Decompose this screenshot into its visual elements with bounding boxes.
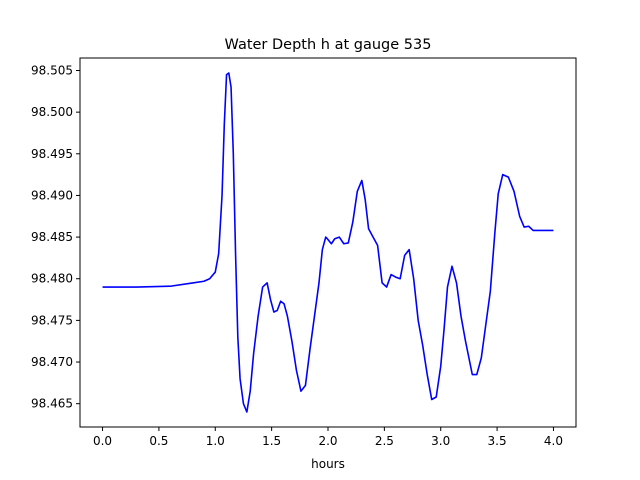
y-tick-label: 98.465 — [31, 397, 73, 411]
x-tick-label: 1.0 — [206, 434, 225, 448]
y-tick-label: 98.485 — [31, 230, 73, 244]
y-tick-label: 98.495 — [31, 147, 73, 161]
x-tick-label: 1.5 — [262, 434, 281, 448]
y-tick-label: 98.490 — [31, 188, 73, 202]
x-tick-label: 3.5 — [488, 434, 507, 448]
plot-area: 0.0 0.5 1.0 1.5 2.0 2.5 3.0 3.5 4.0 98.465 98.470 9… — [31, 57, 577, 448]
x-tick-label: 2.0 — [318, 434, 337, 448]
y-tick-label: 98.470 — [31, 355, 73, 369]
chart-title: Water Depth h at gauge 535 — [225, 37, 432, 53]
x-tick-label: 3.0 — [431, 434, 450, 448]
y-tick-label: 98.505 — [31, 63, 73, 77]
x-tick-label: 0.0 — [93, 434, 112, 448]
x-axis-label: hours — [311, 457, 345, 471]
series-line-0 — [102, 72, 554, 413]
y-tick-label: 98.475 — [31, 313, 73, 327]
x-tick-label: 0.5 — [149, 434, 168, 448]
y-tick-label: 98.480 — [31, 272, 73, 286]
x-tick-label: 4.0 — [544, 434, 563, 448]
y-tick-label: 98.500 — [31, 105, 73, 119]
x-tick-label: 2.5 — [375, 434, 394, 448]
